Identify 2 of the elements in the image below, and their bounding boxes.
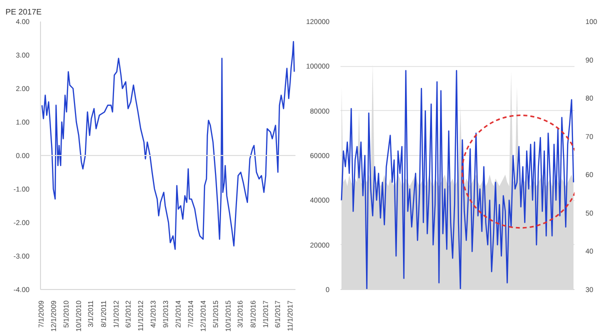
chart-title: PE 2017E: [6, 8, 42, 16]
line-series: [41, 41, 295, 250]
